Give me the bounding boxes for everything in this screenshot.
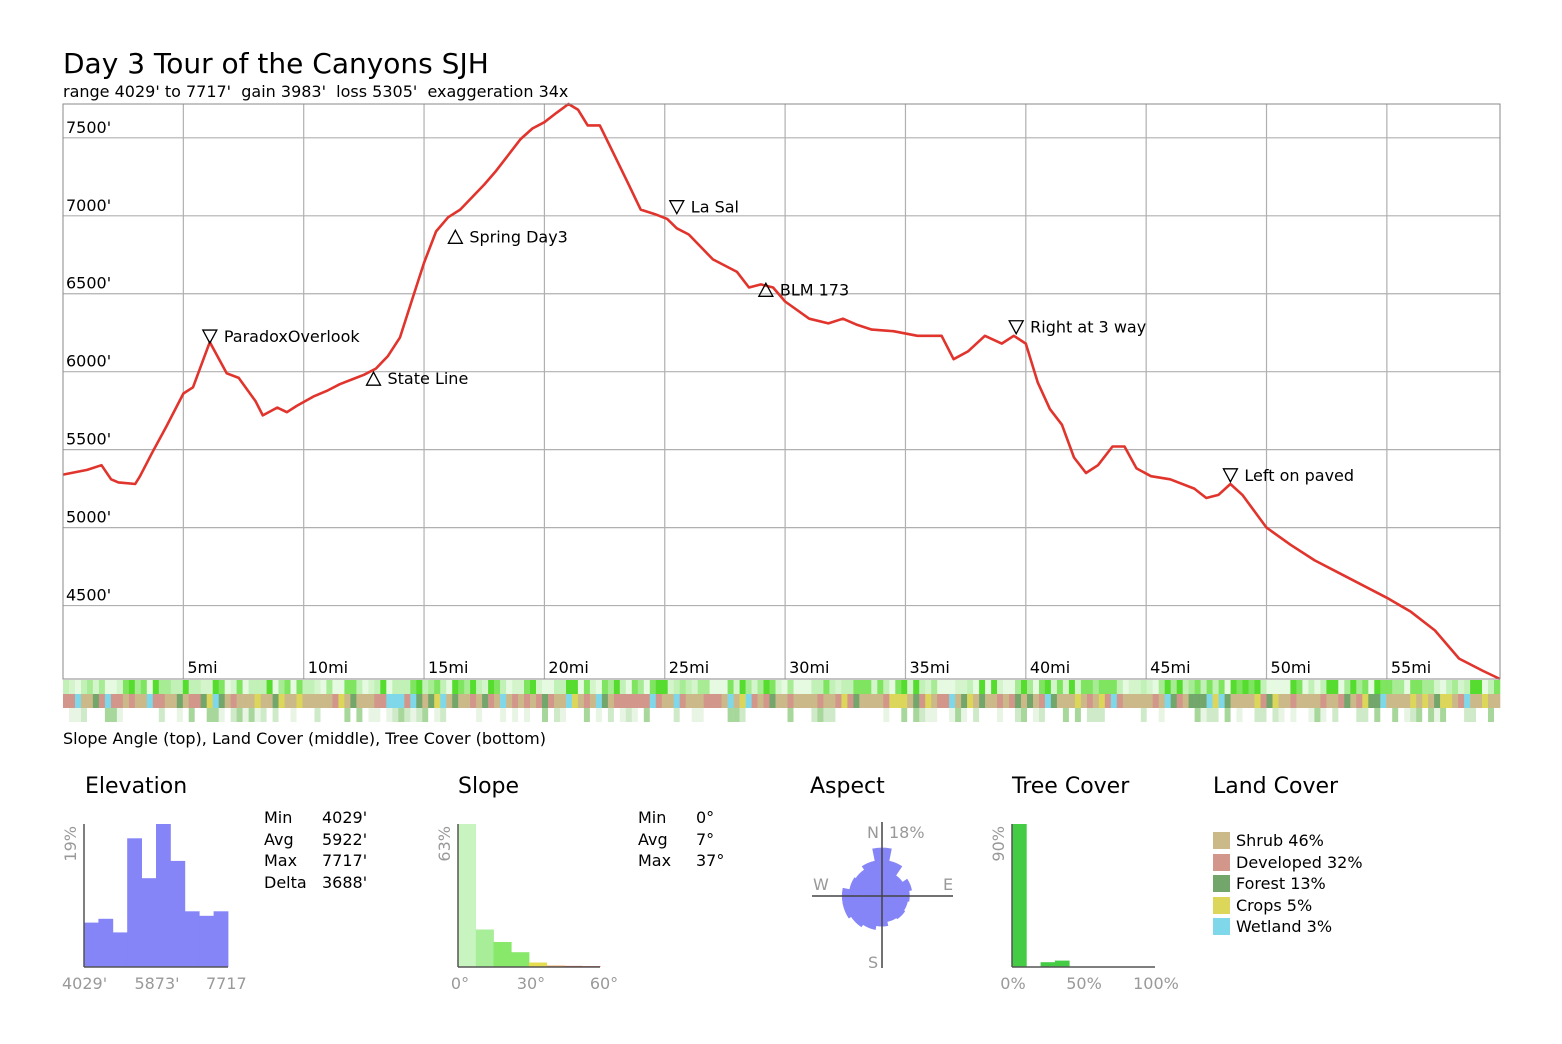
waypoint-triangle-icon <box>757 281 774 297</box>
waypoint-label: La Sal <box>691 198 739 217</box>
waypoint-triangle-icon <box>1222 468 1239 484</box>
elev-stat-value: 7717' <box>322 851 368 870</box>
x-tick-label: 45mi <box>1150 658 1190 677</box>
slope-stat-label: Min <box>638 808 667 827</box>
slope-stat-value: 0° <box>696 808 715 827</box>
elev-stat-value: 5922' <box>322 829 368 849</box>
x-tick-label: 40mi <box>1030 658 1070 677</box>
waypoint-label: Left on paved <box>1244 466 1354 485</box>
waypoint-marker: Spring Day3 <box>447 227 568 246</box>
waypoint-triangle-icon <box>201 329 218 345</box>
legend-swatch <box>1213 832 1230 850</box>
waypoint-label: ParadoxOverlook <box>224 327 361 346</box>
legend-label: Wetland 3% <box>1236 917 1333 937</box>
waypoint-triangle-icon <box>365 370 382 386</box>
elevation-profile-line <box>62 102 1501 681</box>
plot-frame <box>62 103 1501 680</box>
x-tick-label: 25mi <box>669 658 709 677</box>
waypoint-label: Spring Day3 <box>469 227 568 246</box>
land-cover-legend: Shrub 46% Developed 32% Forest 13% Crops… <box>1213 830 1363 938</box>
legend-label: Developed 32% <box>1236 852 1363 872</box>
x-tick-label: 15mi <box>428 658 468 677</box>
x-tick-label: 50mi <box>1271 658 1311 677</box>
slope-panel-title: Slope <box>458 774 520 799</box>
x-tick-label: 35mi <box>909 658 949 677</box>
waypoint-triangle-icon <box>1008 320 1025 336</box>
waypoint-marker: ParadoxOverlook <box>201 327 361 346</box>
slope-stat-value: 37° <box>696 851 725 870</box>
x-tick-label: 55mi <box>1391 658 1431 677</box>
elev-stat-label: Max <box>264 851 298 870</box>
strip-caption: Slope Angle (top), Land Cover (middle), … <box>63 729 547 748</box>
elevation-panel-title: Elevation <box>85 774 188 799</box>
legend-item: Forest 13% <box>1213 873 1363 895</box>
slope-stat-label: Avg <box>638 829 668 849</box>
elev-stat-value: 3688' <box>322 872 368 892</box>
elev-stat-label: Avg <box>264 829 294 849</box>
x-tick-label: 30mi <box>789 658 829 677</box>
waypoint-marker: BLM 173 <box>757 280 849 299</box>
x-tick-label: 5mi <box>187 658 217 677</box>
y-tick-label: 7500' <box>66 118 111 137</box>
waypoint-triangle-icon <box>668 200 685 216</box>
y-tick-label: 5500' <box>66 430 111 449</box>
legend-item: Developed 32% <box>1213 852 1363 874</box>
elev-stat-label: Min <box>264 808 293 827</box>
y-tick-label: 6500' <box>66 274 111 293</box>
y-tick-label: 4500' <box>66 586 111 605</box>
legend-swatch <box>1213 918 1230 936</box>
y-tick-label: 6000' <box>66 352 111 371</box>
tree-cover-panel-title: Tree Cover <box>1012 774 1130 799</box>
legend-label: Forest 13% <box>1236 874 1326 894</box>
waypoint-marker: State Line <box>365 369 469 388</box>
slope-stat-value: 7° <box>696 829 715 849</box>
legend-label: Crops 5% <box>1236 895 1313 915</box>
legend-label: Shrub 46% <box>1236 831 1324 851</box>
waypoint-marker: Left on paved <box>1222 466 1354 485</box>
aspect-panel-title: Aspect <box>810 774 885 799</box>
waypoint-triangle-icon <box>447 228 464 244</box>
elev-stat-value: 4029' <box>322 808 368 827</box>
land-cover-panel-title: Land Cover <box>1213 774 1339 799</box>
waypoint-marker: Right at 3 way <box>1008 318 1146 337</box>
legend-swatch <box>1213 853 1230 871</box>
chart-title: Day 3 Tour of the Canyons SJH <box>63 47 489 80</box>
x-tick-label: 10mi <box>308 658 348 677</box>
slope-stat-label: Max <box>638 851 672 870</box>
x-tick-label: 20mi <box>548 658 588 677</box>
waypoint-label: Right at 3 way <box>1030 318 1146 337</box>
waypoint-label: BLM 173 <box>780 280 849 299</box>
legend-item: Wetland 3% <box>1213 916 1363 938</box>
legend-swatch <box>1213 896 1230 914</box>
legend-swatch <box>1213 875 1230 893</box>
y-tick-label: 5000' <box>66 508 111 527</box>
chart-subtitle: range 4029' to 7717' gain 3983' loss 530… <box>63 82 569 101</box>
elev-stat-label: Delta <box>264 872 307 892</box>
waypoint-label: State Line <box>388 369 469 388</box>
waypoint-marker: La Sal <box>668 198 739 217</box>
legend-item: Crops 5% <box>1213 895 1363 917</box>
y-tick-label: 7000' <box>66 196 111 215</box>
legend-item: Shrub 46% <box>1213 830 1363 852</box>
